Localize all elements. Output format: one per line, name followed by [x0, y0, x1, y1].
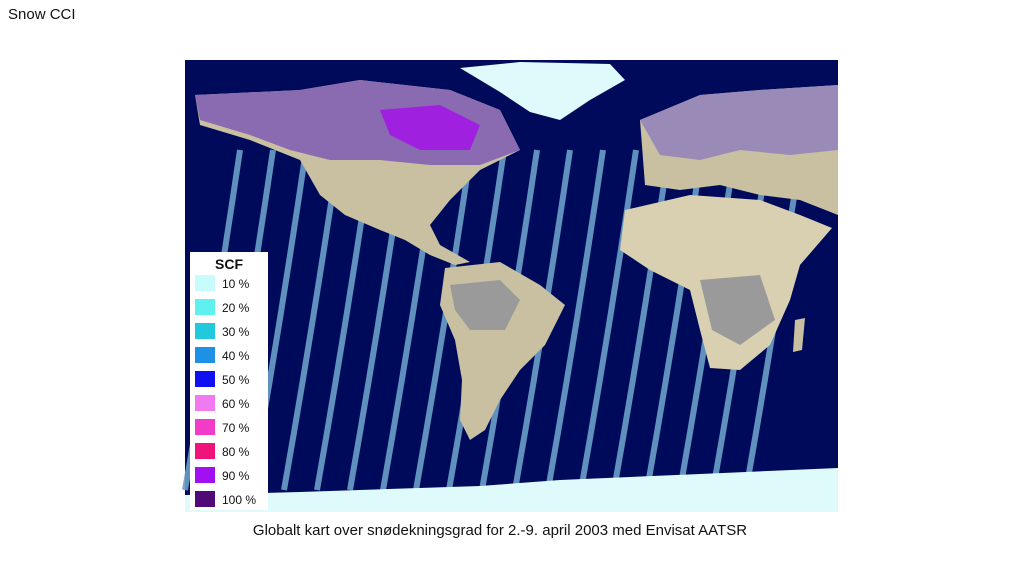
legend-swatch: [195, 443, 215, 459]
legend-label: 20 %: [222, 301, 250, 315]
legend-items: 10 % 20 % 30 % 40 % 50 % 60 % 70 % 80 % 90 % 100 …: [195, 275, 256, 507]
legend-title: SCF: [215, 256, 243, 272]
legend-label: 90 %: [222, 469, 250, 483]
legend-label: 10 %: [222, 277, 250, 291]
swath: [644, 149, 705, 491]
swath: [611, 149, 672, 491]
legend-label: 80 %: [222, 445, 250, 459]
legend-swatch: [195, 491, 215, 507]
legend-swatch: [195, 371, 215, 387]
legend-swatch: [195, 323, 215, 339]
legend-label: 40 %: [222, 349, 250, 363]
greenland: [460, 62, 625, 120]
madagascar: [793, 318, 805, 352]
legend-swatch: [195, 467, 215, 483]
legend-label: 70 %: [222, 421, 250, 435]
legend-swatch: [195, 395, 215, 411]
caption: Globalt kart over snødekningsgrad for 2.…: [252, 522, 748, 539]
slide-title: Snow CCI: [8, 6, 76, 23]
snow-canada: [380, 105, 480, 150]
legend-swatch: [195, 275, 215, 291]
legend-label: 100 %: [222, 493, 256, 507]
legend-label: 60 %: [222, 397, 250, 411]
legend-swatch: [195, 299, 215, 315]
legend-label: 50 %: [222, 373, 250, 387]
antarctica: [185, 468, 838, 512]
africa-cloud: [700, 275, 775, 345]
legend-label: 30 %: [222, 325, 250, 339]
swath: [578, 149, 639, 491]
legend-swatch: [195, 419, 215, 435]
snow-eurasia: [640, 85, 838, 160]
swath: [413, 149, 474, 491]
swath: [545, 149, 606, 491]
south-america-cloud: [450, 280, 520, 330]
legend-swatch: [195, 347, 215, 363]
